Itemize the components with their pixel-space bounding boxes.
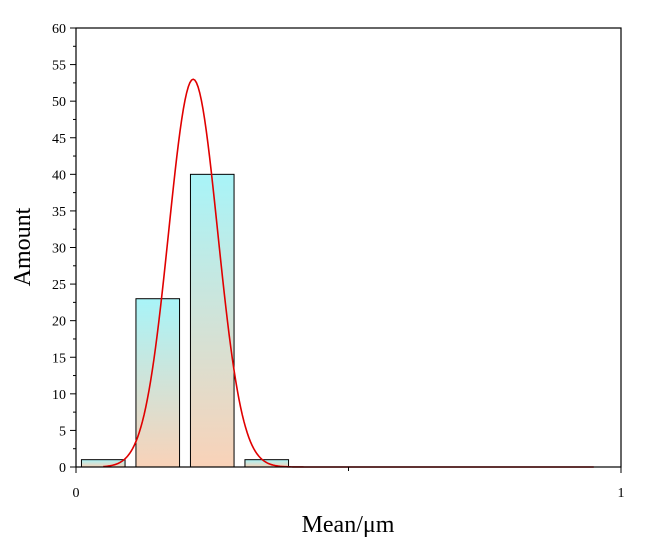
y-tick-label: 25 bbox=[52, 278, 66, 293]
y-tick-label: 55 bbox=[52, 59, 66, 74]
y-axis-title: Amount bbox=[10, 207, 36, 286]
y-tick-label: 20 bbox=[52, 315, 66, 330]
y-tick-label: 5 bbox=[59, 424, 66, 439]
y-tick-label: 40 bbox=[52, 168, 66, 183]
y-axis: 0 5 10 15 20 25 30 35 40 45 50 55 60 bbox=[52, 22, 76, 476]
y-tick-label: 45 bbox=[52, 132, 66, 147]
y-tick-label: 10 bbox=[52, 388, 66, 403]
x-axis-title: Mean/μm bbox=[302, 512, 395, 538]
x-tick-label: 0 bbox=[73, 486, 80, 501]
bars-layer bbox=[80, 173, 290, 468]
histogram-bar bbox=[135, 298, 181, 468]
x-tick-label: 1 bbox=[618, 486, 625, 501]
y-tick-label: 0 bbox=[59, 461, 66, 476]
y-tick-label: 30 bbox=[52, 242, 66, 257]
y-tick-label: 35 bbox=[52, 205, 66, 220]
y-tick-label: 15 bbox=[52, 351, 66, 366]
y-tick-label: 60 bbox=[52, 22, 66, 37]
y-tick-label: 50 bbox=[52, 95, 66, 110]
